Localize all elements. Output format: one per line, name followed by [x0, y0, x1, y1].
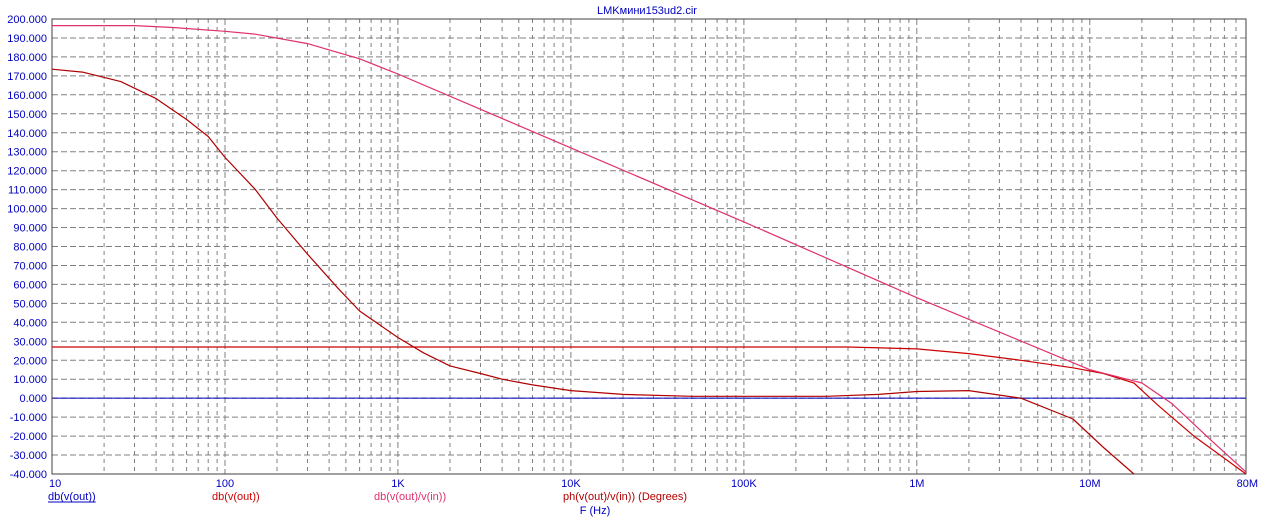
y-tick-label: 120.000 — [7, 166, 47, 178]
legend-entry: db(v(out)) — [212, 491, 260, 503]
legend-entry: db(v(out)/v(in)) — [374, 491, 446, 503]
series-line-2 — [52, 346, 1247, 475]
y-tick-label: 80.000 — [13, 242, 47, 254]
x-tick-label: 100K — [731, 478, 757, 490]
y-tick-label: -10.000 — [10, 412, 47, 424]
y-tick-label: 150.000 — [7, 109, 47, 121]
x-tick-label: 80M — [1237, 478, 1258, 490]
y-tick-label: 10.000 — [13, 374, 47, 386]
series-line-4 — [51, 68, 1135, 475]
y-tick-label: 40.000 — [13, 317, 47, 329]
y-tick-label: 70.000 — [13, 260, 47, 272]
y-tick-label: 100.000 — [7, 204, 47, 216]
y-tick-label: 170.000 — [7, 71, 47, 83]
x-tick-label: 100 — [216, 478, 234, 490]
x-tick-label: 10 — [49, 478, 61, 490]
series-lines — [51, 25, 1247, 475]
x-tick-label: 1K — [391, 478, 405, 490]
y-tick-label: 180.000 — [7, 52, 47, 64]
x-tick-label: 10K — [561, 478, 581, 490]
y-tick-label: 190.000 — [7, 33, 47, 45]
y-tick-label: 130.000 — [7, 147, 47, 159]
x-tick-label: 1M — [909, 478, 924, 490]
y-tick-label: -40.000 — [10, 469, 47, 481]
y-tick-label: 90.000 — [13, 223, 47, 235]
y-tick-label: 110.000 — [8, 185, 47, 197]
x-axis-label: F (Hz) — [580, 505, 611, 517]
axes: -40.000 -30.000 -20.000 -10.000 0.000 10.000 2… — [7, 14, 1258, 490]
y-tick-label: 50.000 — [13, 298, 47, 310]
grid — [52, 19, 1247, 474]
series-line-3 — [52, 25, 1247, 473]
y-tick-label: 30.000 — [13, 336, 47, 348]
chart-title: LMKмини153ud2.cir — [597, 5, 697, 17]
y-tick-label: 140.000 — [7, 128, 47, 140]
legend-entry: ph(v(out)/v(in)) (Degrees) — [563, 491, 687, 503]
y-tick-label: -30.000 — [10, 450, 47, 462]
y-tick-label: -20.000 — [10, 431, 47, 443]
x-tick-label: 10M — [1079, 478, 1100, 490]
y-tick-label: 160.000 — [7, 90, 47, 102]
y-tick-label: 20.000 — [13, 355, 47, 367]
legend: db(v(out)) db(v(out)) db(v(out)/v(in)) ph(v… — [48, 491, 687, 503]
legend-entry: db(v(out)) — [48, 491, 96, 503]
y-tick-label: 0.000 — [19, 393, 47, 405]
y-tick-label: 200.000 — [7, 14, 47, 26]
plot-frame — [51, 18, 1247, 475]
y-tick-label: 60.000 — [13, 279, 47, 291]
